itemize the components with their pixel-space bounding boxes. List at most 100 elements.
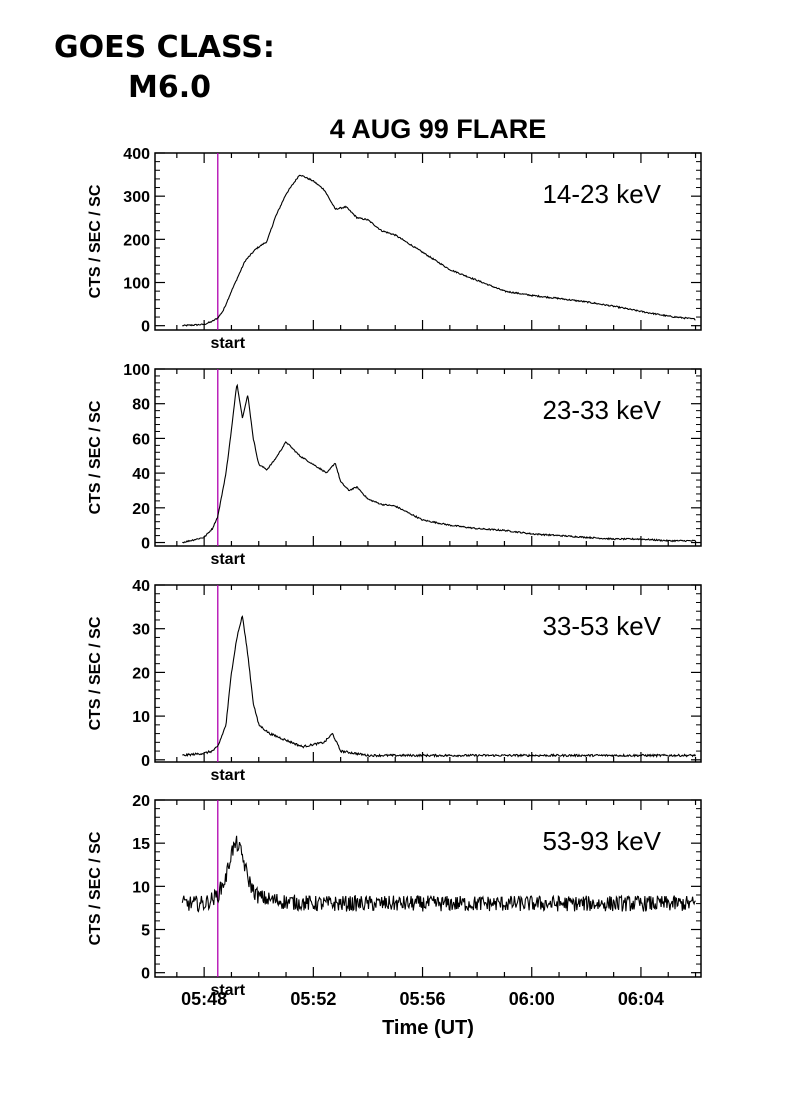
data-point [531,903,532,904]
chart-title: 4 AUG 99 FLARE [330,114,547,144]
data-point [253,890,254,891]
data-point [225,724,226,725]
data-point [613,539,614,540]
data-point [613,755,614,756]
y-tick-label: 40 [132,578,150,595]
data-point [640,903,641,904]
data-point [236,382,237,383]
series-line [182,383,696,544]
data-point [285,193,286,194]
panel-4: 0 5 10 15 20 CTS / SEC / SC 53-93 keV start [87,793,702,999]
data-point [354,753,355,754]
data-point [586,301,587,302]
data-point [477,755,478,756]
data-point [313,744,314,745]
data-point [356,486,357,487]
data-point [285,441,286,442]
data-point [586,537,587,538]
data-point [231,851,232,852]
data-point [422,755,423,756]
data-point [695,755,696,756]
data-point [668,540,669,541]
data-point [182,542,183,543]
data-point [182,903,183,904]
data-point [299,174,300,175]
data-point [449,525,450,526]
data-point [395,506,396,507]
data-point [367,219,368,220]
data-point [313,903,314,904]
data-point [258,464,259,465]
plot-frame [154,799,702,978]
data-point [236,843,237,844]
data-point [258,724,259,725]
y-tick-label: 400 [123,146,150,163]
data-point [422,519,423,520]
data-point [381,504,382,505]
data-point [266,469,267,470]
data-point [253,702,254,703]
data-point [695,540,696,541]
plot-frame [154,584,702,763]
energy-band-label: 23-33 keV [542,395,661,425]
data-point [613,306,614,307]
data-point [182,755,183,756]
data-point [346,206,347,207]
x-tick-label: 05:48 [181,989,227,1009]
panel-2: 0 20 40 60 80 100 CTS / SEC / SC 23-33 keV start [87,362,702,568]
data-point [212,321,213,322]
plot-frame [154,368,702,547]
y-tick-label: 5 [141,923,150,940]
y-axis-label: CTS / SEC / SC [87,831,104,945]
data-point [275,459,276,460]
panel-3: 0 10 20 30 40 CTS / SEC / SC 33-53 keV start [87,578,702,784]
data-point [340,481,341,482]
data-point [253,438,254,439]
start-marker-label: start [210,982,245,999]
data-point [408,243,409,244]
data-point [255,248,256,249]
data-point [269,733,270,734]
data-point [504,530,505,531]
y-tick-label: 300 [123,189,150,206]
y-tick-label: 200 [123,232,150,249]
y-tick-label: 10 [132,879,150,896]
data-point [212,751,213,752]
data-point [231,672,232,673]
data-point [217,516,218,517]
series-line [181,835,696,913]
data-point [504,291,505,292]
data-point [275,217,276,218]
data-point [324,189,325,190]
y-tick-label: 20 [132,501,150,518]
data-point [212,528,213,529]
data-point [326,473,327,474]
data-point [242,615,243,616]
data-point [408,512,409,513]
data-point [245,260,246,261]
data-point [299,455,300,456]
series-line [182,615,696,758]
data-point [217,746,218,747]
data-point [695,903,696,904]
data-point [449,755,450,756]
x-tick-label: 05:56 [400,989,446,1009]
data-point [640,311,641,312]
data-point [242,417,243,418]
data-point [367,499,368,500]
data-point [531,295,532,296]
data-point [204,537,205,538]
x-tick-label: 06:00 [509,989,555,1009]
y-tick-label: 0 [141,966,150,983]
data-point [332,733,333,734]
data-point [231,429,232,430]
data-point [422,252,423,253]
data-point [695,319,696,320]
y-tick-label: 100 [123,362,150,379]
y-tick-label: 100 [123,276,150,293]
data-point [266,241,267,242]
energy-band-label: 53-93 keV [542,826,661,856]
data-point [280,737,281,738]
y-tick-label: 0 [141,536,150,553]
y-tick-label: 0 [141,753,150,770]
